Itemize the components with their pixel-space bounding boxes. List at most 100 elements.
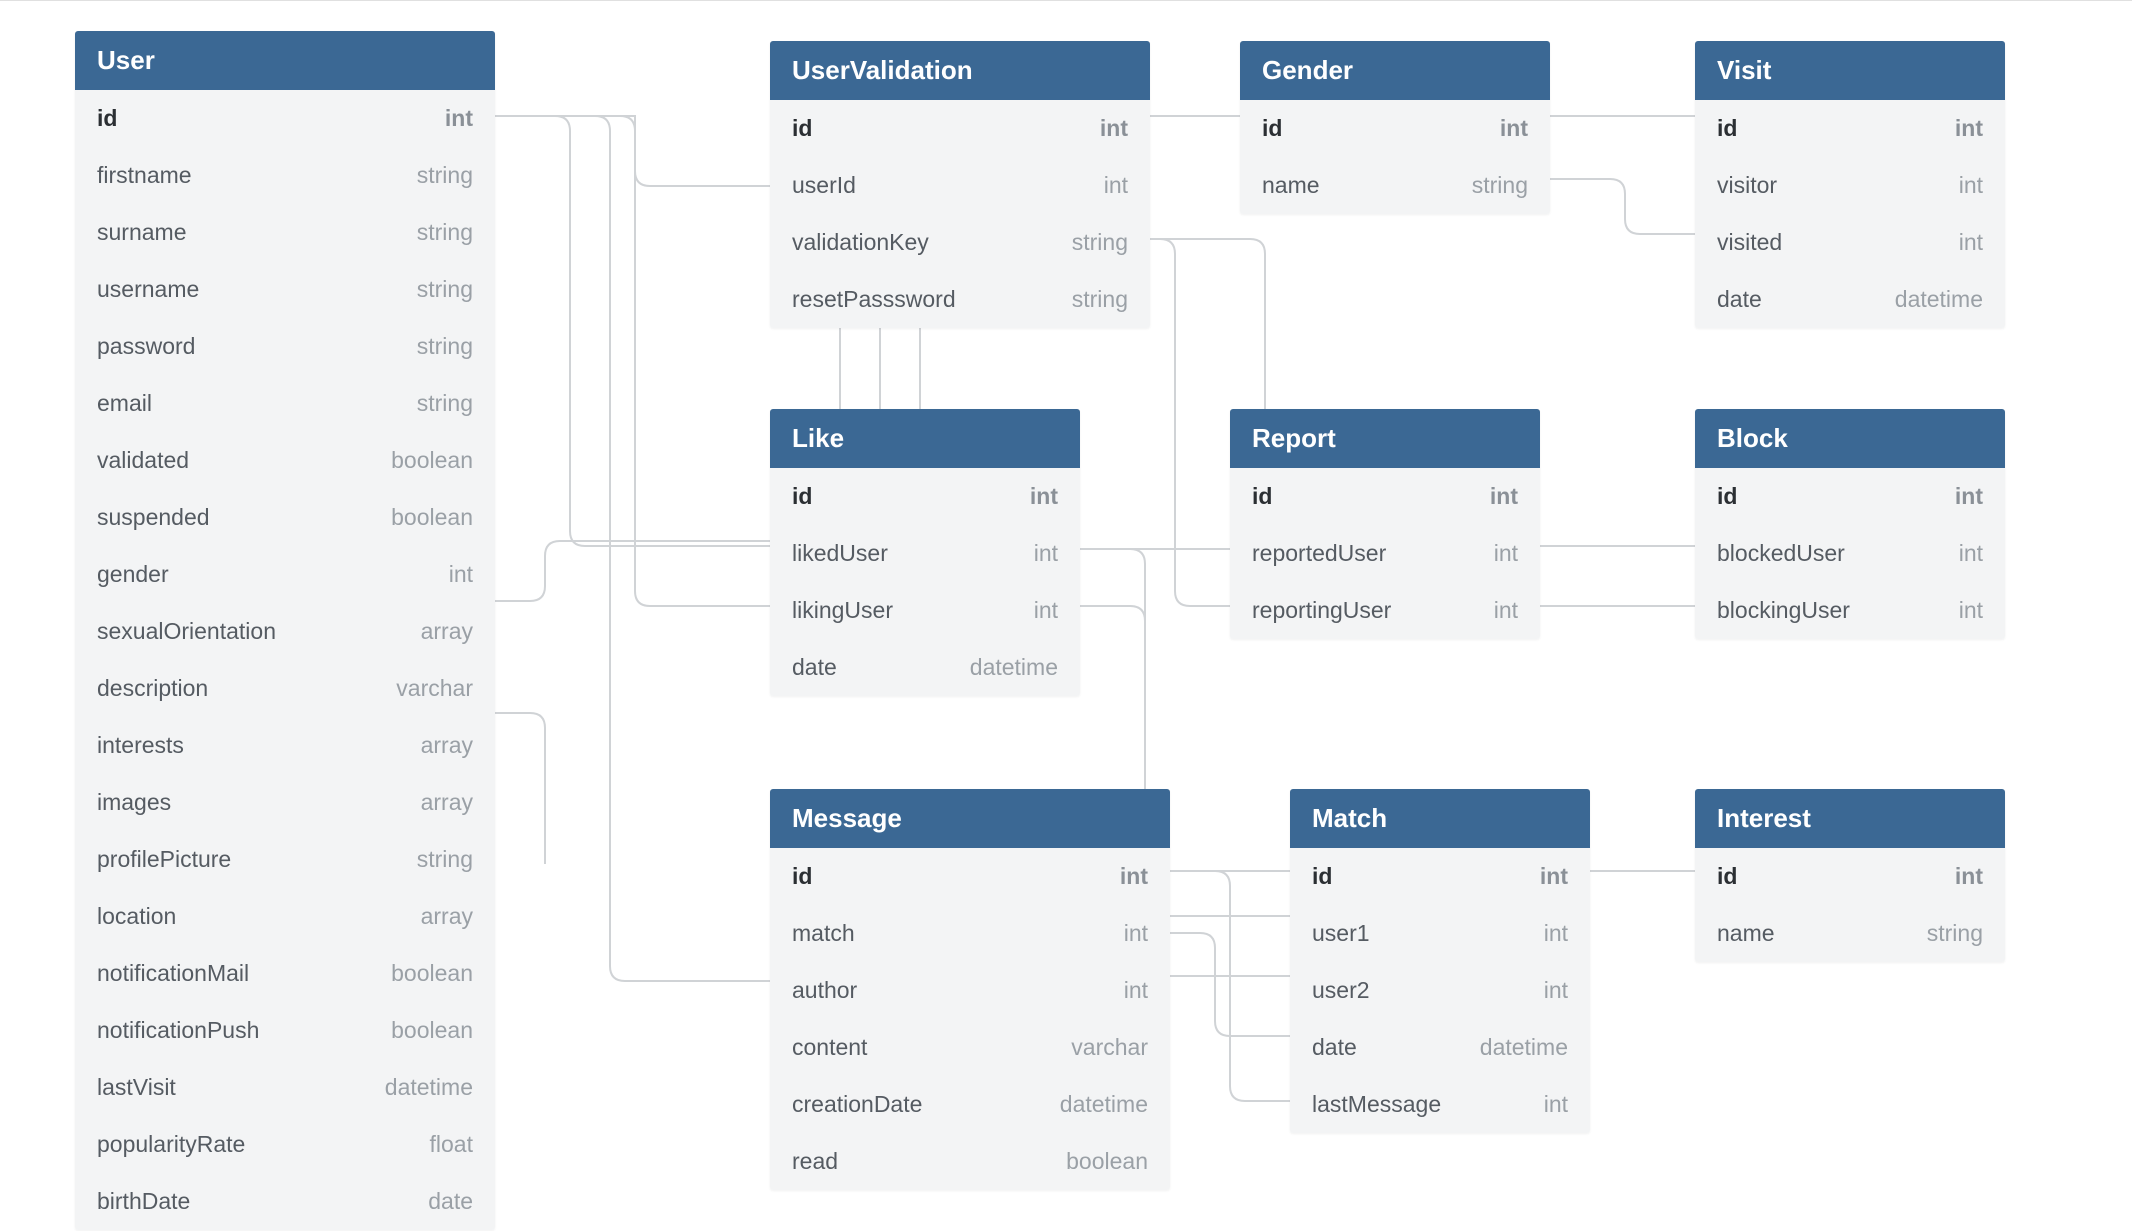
field-name: resetPasssword [792,286,956,313]
table-field-row[interactable]: lastMessageint [1290,1076,1590,1133]
table-field-row[interactable]: creationDatedatetime [770,1076,1170,1133]
table-field-row[interactable]: birthDatedate [75,1173,495,1230]
table-field-row[interactable]: notificationMailboolean [75,945,495,1002]
field-type: int [449,561,473,588]
table-field-row[interactable]: matchint [770,905,1170,962]
table-field-row[interactable]: usernamestring [75,261,495,318]
field-type: string [1927,920,1983,947]
table-field-row[interactable]: contentvarchar [770,1019,1170,1076]
table-uservalidation[interactable]: UserValidationidintuserIdintvalidationKe… [770,41,1150,328]
field-name: date [1717,286,1762,313]
field-name: suspended [97,504,210,531]
table-field-row[interactable]: lastVisitdatetime [75,1059,495,1116]
field-type: int [1034,597,1058,624]
table-field-row[interactable]: locationarray [75,888,495,945]
table-field-row[interactable]: genderint [75,546,495,603]
table-field-row[interactable]: validatedboolean [75,432,495,489]
table-field-row[interactable]: passwordstring [75,318,495,375]
table-field-row[interactable]: descriptionvarchar [75,660,495,717]
table-header[interactable]: UserValidation [770,41,1150,100]
table-header[interactable]: Visit [1695,41,2005,100]
field-type: date [428,1188,473,1215]
field-name: userId [792,172,856,199]
table-field-row[interactable]: imagesarray [75,774,495,831]
field-name: validationKey [792,229,929,256]
table-header[interactable]: User [75,31,495,90]
table-user[interactable]: Useridintfirstnamestringsurnamestringuse… [75,31,495,1230]
field-name: lastMessage [1312,1091,1441,1118]
table-field-row[interactable]: suspendedboolean [75,489,495,546]
table-field-row[interactable]: emailstring [75,375,495,432]
table-field-row[interactable]: namestring [1240,157,1550,214]
table-field-row[interactable]: popularityRatefloat [75,1116,495,1173]
table-gender[interactable]: Genderidintnamestring [1240,41,1550,214]
table-field-row[interactable]: idint [1695,468,2005,525]
table-field-row[interactable]: profilePicturestring [75,831,495,888]
table-field-row[interactable]: firstnamestring [75,147,495,204]
table-field-row[interactable]: idint [1290,848,1590,905]
connector [495,116,770,981]
field-type: array [421,789,473,816]
table-field-row[interactable]: validationKeystring [770,214,1150,271]
table-match[interactable]: Matchidintuser1intuser2intdatedatetimela… [1290,789,1590,1133]
table-field-row[interactable]: read boolean [770,1133,1170,1190]
table-field-row[interactable]: namestring [1695,905,2005,962]
table-field-row[interactable]: visitorint [1695,157,2005,214]
field-type: int [1124,920,1148,947]
table-field-row[interactable]: sexualOrientationarray [75,603,495,660]
table-field-row[interactable]: blockedUserint [1695,525,2005,582]
field-name: user1 [1312,920,1370,947]
table-field-row[interactable]: likedUserint [770,525,1080,582]
field-name: notificationMail [97,960,249,987]
table-field-row[interactable]: likingUserint [770,582,1080,639]
table-report[interactable]: ReportidintreportedUserintreportingUseri… [1230,409,1540,639]
field-name: blockedUser [1717,540,1845,567]
table-field-row[interactable]: visitedint [1695,214,2005,271]
table-field-row[interactable]: datedatetime [770,639,1080,696]
table-interest[interactable]: Interestidintnamestring [1695,789,2005,962]
field-type: int [1490,483,1518,510]
table-header[interactable]: Like [770,409,1080,468]
field-name: profilePicture [97,846,231,873]
table-field-row[interactable]: idint [1230,468,1540,525]
table-field-row[interactable]: surnamestring [75,204,495,261]
table-message[interactable]: Messageidintmatchintauthorintcontentvarc… [770,789,1170,1190]
table-field-row[interactable]: notificationPushboolean [75,1002,495,1059]
table-field-row[interactable]: datedatetime [1695,271,2005,328]
field-type: varchar [396,675,473,702]
table-like[interactable]: LikeidintlikedUserintlikingUserintdateda… [770,409,1080,696]
table-field-row[interactable]: idint [1695,848,2005,905]
table-field-row[interactable]: user2int [1290,962,1590,1019]
table-field-row[interactable]: idint [770,100,1150,157]
table-field-row[interactable]: interestsarray [75,717,495,774]
table-field-row[interactable]: idint [75,90,495,147]
table-header[interactable]: Match [1290,789,1590,848]
field-type: int [1030,483,1058,510]
field-name: read [792,1148,838,1175]
table-field-row[interactable]: blockingUserint [1695,582,2005,639]
table-field-row[interactable]: userIdint [770,157,1150,214]
field-type: boolean [1066,1148,1148,1175]
table-field-row[interactable]: idint [770,468,1080,525]
table-field-row[interactable]: authorint [770,962,1170,1019]
table-header[interactable]: Block [1695,409,2005,468]
table-field-row[interactable]: reportedUserint [1230,525,1540,582]
field-type: varchar [1071,1034,1148,1061]
table-field-row[interactable]: idint [1240,100,1550,157]
field-type: int [1034,540,1058,567]
table-field-row[interactable]: user1int [1290,905,1590,962]
table-header[interactable]: Gender [1240,41,1550,100]
field-name: name [1262,172,1320,199]
field-type: int [1500,115,1528,142]
table-header[interactable]: Message [770,789,1170,848]
table-field-row[interactable]: resetPassswordstring [770,271,1150,328]
table-field-row[interactable]: idint [770,848,1170,905]
table-visit[interactable]: Visitidintvisitorintvisitedintdatedateti… [1695,41,2005,328]
table-field-row[interactable]: datedatetime [1290,1019,1590,1076]
table-field-row[interactable]: reportingUserint [1230,582,1540,639]
connector [495,541,770,601]
table-block[interactable]: BlockidintblockedUserintblockingUserint [1695,409,2005,639]
table-header[interactable]: Interest [1695,789,2005,848]
table-field-row[interactable]: idint [1695,100,2005,157]
table-header[interactable]: Report [1230,409,1540,468]
